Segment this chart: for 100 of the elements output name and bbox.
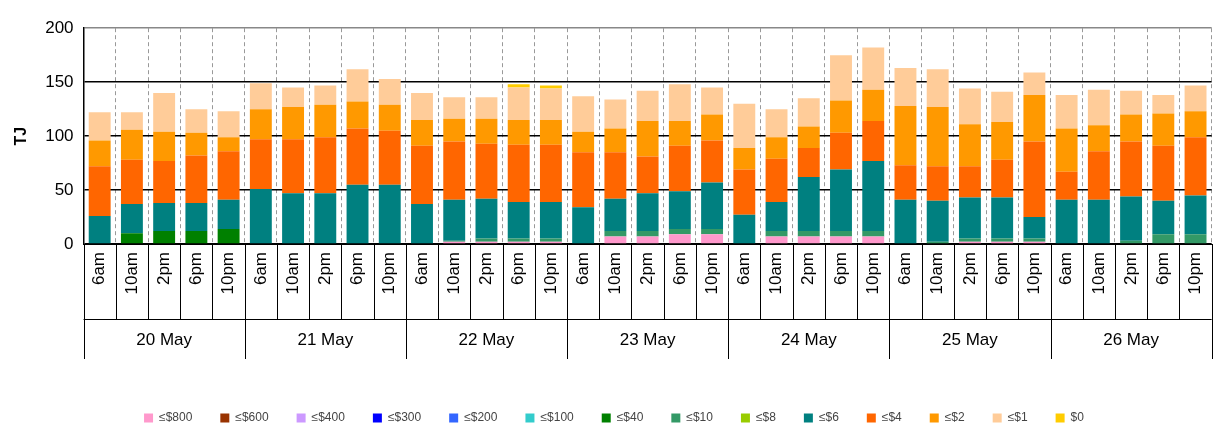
bar	[926, 200, 949, 242]
text: 23 May	[619, 329, 676, 349]
bar	[88, 140, 111, 167]
bar	[1120, 196, 1143, 241]
bar	[443, 199, 466, 241]
x-tick-label: 10pm	[540, 252, 560, 295]
bar	[862, 89, 885, 121]
bar	[314, 137, 337, 194]
bar	[507, 87, 530, 120]
text: 26 May	[1103, 329, 1160, 349]
bar	[185, 155, 208, 203]
bar	[443, 118, 466, 142]
bar	[765, 158, 788, 202]
bar	[701, 234, 724, 244]
text: 25 May	[942, 329, 999, 349]
bar	[797, 98, 820, 127]
bar	[1023, 141, 1046, 218]
bar	[1055, 128, 1078, 172]
bar	[1087, 151, 1110, 200]
bar	[1023, 217, 1046, 239]
bar	[411, 204, 433, 244]
x-tick-label: 10pm	[379, 252, 399, 295]
legend-label: ≤$8	[755, 410, 777, 425]
bar	[120, 204, 143, 234]
bar	[378, 130, 401, 185]
bar	[668, 120, 691, 146]
bar	[539, 119, 562, 145]
x-tick-label: 2pm	[1120, 252, 1140, 286]
bar	[282, 139, 305, 194]
text: 24 May	[780, 329, 838, 349]
x-tick-label: 10am	[1088, 252, 1108, 295]
bar	[120, 233, 143, 244]
bar	[830, 231, 852, 237]
bar	[314, 104, 337, 138]
x-tick-label: 10am	[282, 252, 302, 295]
x-tick-label: 2pm	[476, 252, 496, 286]
bar	[185, 203, 208, 232]
bar	[636, 120, 659, 157]
bar	[539, 85, 562, 89]
bar	[539, 88, 562, 120]
legend-label: ≤$40	[616, 410, 644, 425]
legend-label: ≤$6	[818, 410, 840, 425]
bar	[991, 159, 1014, 198]
bar	[862, 236, 885, 244]
bar	[346, 128, 369, 185]
bar	[153, 160, 176, 203]
bar	[604, 231, 627, 237]
bar	[1152, 200, 1175, 235]
text: 20 May	[136, 329, 193, 349]
bar	[1023, 72, 1046, 96]
x-tick-label: 6am	[733, 252, 753, 286]
bar	[797, 147, 820, 178]
bar	[862, 47, 885, 90]
bar	[507, 119, 530, 145]
bar	[733, 147, 756, 170]
bar	[1184, 111, 1207, 138]
bar	[1087, 199, 1110, 244]
bar	[572, 131, 595, 153]
bar	[604, 236, 627, 244]
legend-label: ≤$4	[881, 410, 903, 425]
legend-label: ≤$100	[540, 410, 575, 425]
x-tick-label: 10am	[927, 252, 947, 295]
bar	[475, 143, 498, 199]
bar	[153, 131, 176, 161]
bar	[282, 106, 305, 140]
bar	[1152, 95, 1175, 114]
bar	[217, 137, 240, 152]
x-tick-label: 2pm	[314, 252, 334, 286]
bar	[991, 122, 1014, 160]
x-tick-label: 6am	[895, 252, 915, 286]
x-tick-label: 10am	[443, 252, 463, 295]
bar	[797, 231, 820, 237]
x-tick-label: 10pm	[1185, 252, 1205, 295]
bar	[991, 197, 1014, 239]
bar	[797, 126, 820, 148]
x-tick-label: 2pm	[153, 252, 173, 286]
bar	[862, 231, 885, 237]
x-tick-label: 10pm	[218, 252, 238, 295]
bar	[411, 119, 433, 146]
bar	[1120, 141, 1143, 197]
bar	[120, 129, 143, 160]
y-tick-label: 50	[54, 179, 74, 199]
legend-label: ≤$200	[464, 410, 498, 425]
bar	[701, 140, 724, 183]
x-tick-label: 6am	[411, 252, 431, 286]
text: 21 May	[297, 329, 354, 349]
y-tick-label: 150	[45, 71, 74, 91]
bar	[958, 197, 981, 239]
bar	[185, 231, 208, 244]
bar	[572, 96, 595, 132]
bar	[862, 120, 885, 161]
bar	[153, 231, 176, 244]
text: 22 May	[458, 329, 515, 349]
legend-label: ≤$1	[1007, 410, 1028, 425]
bar	[604, 198, 627, 232]
bar	[88, 112, 111, 141]
legend-label: ≤$2	[944, 410, 965, 425]
bar	[539, 144, 562, 202]
bar	[862, 160, 885, 232]
bar	[701, 114, 724, 141]
